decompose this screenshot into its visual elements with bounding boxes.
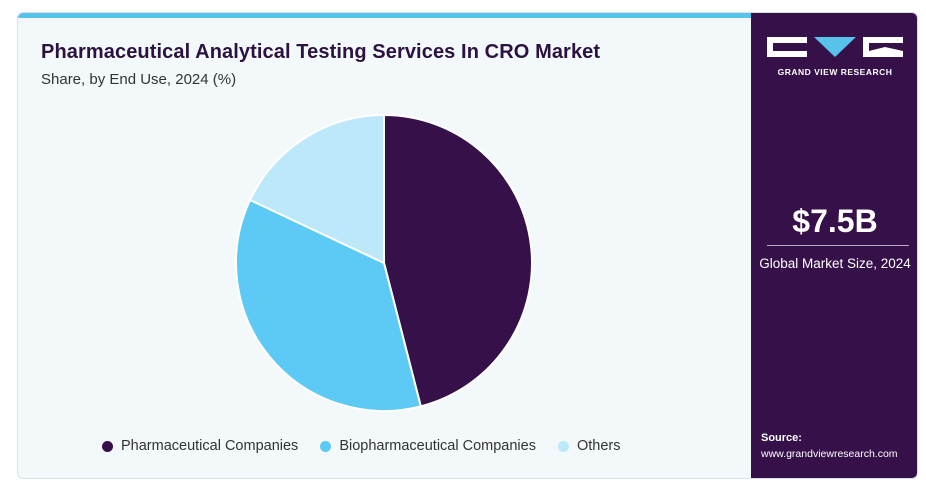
chart-card: Pharmaceutical Analytical Testing Servic…	[17, 12, 918, 479]
market-size-label: Global Market Size, 2024	[759, 256, 911, 271]
legend-item-pharmaceutical: Pharmaceutical Companies	[102, 438, 298, 454]
source-url: www.grandviewresearch.com	[761, 448, 898, 460]
market-size-value: $7.5B	[792, 203, 878, 239]
legend-item-biopharmaceutical: Biopharmaceutical Companies	[320, 438, 536, 454]
pie-slice-biopharmaceutical-companies	[235, 198, 423, 412]
grand-view-research-logo	[767, 37, 903, 57]
brand-name: GRAND VIEW RESEARCH	[777, 67, 893, 77]
legend-label: Others	[576, 438, 621, 454]
chart-subtitle: Share, by End Use, 2024 (%)	[41, 71, 237, 88]
divider	[767, 245, 909, 246]
circle-dot-icon	[102, 440, 113, 452]
legend-label: Pharmaceutical Companies	[121, 438, 299, 454]
source-label: Source:	[761, 432, 802, 444]
circle-dot-icon	[557, 440, 569, 452]
sidebar-panel: GRAND VIEW RESEARCH $7.5B Global Market …	[751, 13, 917, 478]
pie-slice-others	[248, 113, 385, 265]
legend-item-others: Others	[557, 438, 621, 454]
chart-title: Pharmaceutical Analytical Testing Servic…	[41, 41, 601, 63]
accent-strip	[18, 13, 751, 18]
pie-slice-pharmaceutical-companies	[383, 113, 533, 408]
circle-dot-icon	[320, 440, 332, 452]
pie-chart	[235, 113, 533, 412]
legend-label: Biopharmaceutical Companies	[339, 438, 536, 454]
chart-legend: Pharmaceutical Companies Biopharmaceutic…	[102, 438, 642, 454]
